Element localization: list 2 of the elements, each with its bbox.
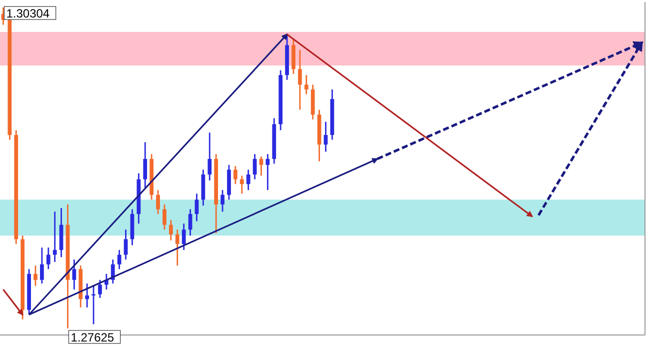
annotation: 1.27625 xyxy=(70,330,114,344)
annotation: 1.30304 xyxy=(6,6,50,21)
